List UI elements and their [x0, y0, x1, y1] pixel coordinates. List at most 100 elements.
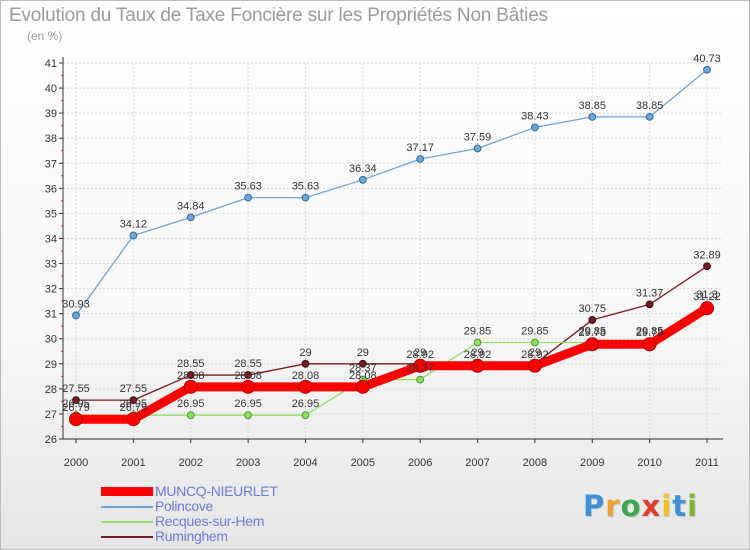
x-tick-label-2003: 2003: [236, 457, 260, 469]
series-lines: [71, 69, 712, 424]
point-polincove-2009: [588, 112, 597, 121]
y-tick-label-32: 32: [45, 284, 57, 296]
point-muncq-nieurlet-2000: [69, 412, 83, 427]
data-label-muncq-nieurlet-2007: 28.92: [464, 349, 492, 361]
point-ruminghem-2000: [72, 396, 80, 405]
data-label-recques-sur-hem-2003: 26.95: [234, 398, 262, 410]
grid-lines: [63, 62, 723, 440]
y-axis-unit-label: (en %): [27, 29, 63, 43]
y-tick-label-27: 27: [45, 409, 57, 421]
point-muncq-nieurlet-2004: [298, 379, 313, 394]
legend-label-polincove: Polincove: [155, 498, 214, 514]
point-ruminghem-2001: [129, 396, 138, 405]
data-label-polincove-2008: 38.43: [521, 110, 549, 122]
point-recques-sur-hem-2006: [416, 375, 425, 384]
y-tick-label-37: 37: [45, 158, 57, 170]
point-muncq-nieurlet-2003: [241, 379, 256, 394]
point-muncq-nieurlet-2007: [470, 358, 485, 373]
data-label-muncq-nieurlet-2004: 28.08: [292, 370, 320, 382]
data-label-polincove-2005: 36.34: [349, 163, 377, 175]
point-muncq-nieurlet-2002: [183, 379, 198, 394]
x-tick-label-2007: 2007: [465, 457, 489, 469]
point-polincove-2002: [186, 213, 195, 222]
y-tick-label-35: 35: [45, 208, 57, 220]
data-label-recques-sur-hem-2009: 29.85: [579, 325, 607, 337]
data-label-ruminghem-2002: 28.55: [177, 358, 205, 370]
data-label-polincove-2009: 38.85: [579, 100, 607, 112]
x-tick-label-2010: 2010: [637, 457, 661, 469]
data-label-recques-sur-hem-2010: 29.85: [636, 325, 664, 337]
x-tick-label-2005: 2005: [351, 457, 375, 469]
data-label-ruminghem-2010: 31.37: [636, 287, 664, 299]
data-label-polincove-2007: 37.59: [464, 131, 492, 143]
legend-label-ruminghem: Ruminghem: [155, 528, 228, 544]
data-label-polincove-2000: 30.93: [62, 298, 90, 310]
data-label-ruminghem-2009: 30.75: [579, 303, 607, 315]
legend-swatch-ruminghem: [101, 536, 153, 538]
legend-swatch-muncq-nieurlet: [101, 487, 153, 496]
x-tick-label-2006: 2006: [408, 457, 432, 469]
y-tick-label-31: 31: [45, 309, 57, 321]
data-label-muncq-nieurlet-2001: 26.79: [120, 402, 148, 414]
point-recques-sur-hem-2008: [531, 338, 539, 347]
x-tick-label-2002: 2002: [178, 457, 202, 469]
data-label-muncq-nieurlet-2002: 28.08: [177, 370, 205, 382]
data-label-muncq-nieurlet-2011: 31.22: [693, 291, 721, 303]
data-label-muncq-nieurlet-2010: 29.78: [636, 327, 664, 339]
proxiti-logo-letter: P: [583, 489, 606, 523]
series-line-muncq-nieurlet: [71, 303, 712, 424]
y-tick-label-30: 30: [45, 334, 57, 346]
data-label-polincove-2002: 34.84: [177, 200, 205, 212]
data-labels: 26.79 26.79 28.08 28.08 28.08 28.08 28.92 28.92…: [62, 53, 721, 414]
proxiti-logo-letter: i: [687, 489, 699, 523]
data-label-recques-sur-hem-2008: 29.85: [521, 325, 549, 337]
data-label-recques-sur-hem-2006: 28.37: [406, 363, 434, 375]
data-label-polincove-2011: 40.73: [693, 53, 721, 65]
y-tick-label-26: 26: [45, 434, 57, 446]
data-label-ruminghem-2000: 27.55: [62, 383, 90, 395]
proxiti-logo: Proxiti: [583, 489, 698, 523]
data-label-recques-sur-hem-2002: 26.95: [177, 398, 205, 410]
data-label-ruminghem-2011: 32.89: [693, 249, 721, 261]
point-muncq-nieurlet-2005: [355, 379, 370, 394]
point-ruminghem-2002: [186, 371, 195, 379]
point-muncq-nieurlet-2006: [413, 358, 428, 373]
data-label-polincove-2006: 37.17: [406, 142, 434, 154]
point-recques-sur-hem-2004: [301, 411, 310, 420]
y-tick-label-40: 40: [45, 83, 57, 95]
chart-title: Evolution du Taux de Taxe Foncière sur l…: [9, 5, 548, 26]
point-ruminghem-2005: [358, 359, 367, 368]
data-label-muncq-nieurlet-2006: 28.92: [406, 349, 434, 361]
y-tick-label-33: 33: [45, 259, 57, 271]
proxiti-logo-letter: t: [672, 489, 688, 523]
point-recques-sur-hem-2007: [473, 338, 482, 347]
legend-label-muncq-nieurlet: MUNCQ-NIEURLET: [155, 483, 278, 499]
point-recques-sur-hem-2002: [186, 411, 195, 420]
data-label-ruminghem-2001: 27.55: [120, 383, 148, 395]
point-ruminghem-2009: [588, 316, 597, 324]
data-label-recques-sur-hem-2001: 26.95: [120, 398, 148, 410]
point-polincove-2006: [416, 155, 425, 163]
point-muncq-nieurlet-2010: [642, 337, 657, 352]
point-polincove-2011: [703, 65, 711, 74]
y-tick-label-39: 39: [45, 108, 57, 120]
data-label-muncq-nieurlet-2008: 28.92: [521, 349, 549, 361]
point-muncq-nieurlet-2001: [126, 412, 141, 427]
y-tick-label-28: 28: [45, 384, 57, 396]
x-tick-label-2011: 2011: [695, 457, 719, 469]
y-tick-label-34: 34: [45, 233, 57, 245]
data-label-ruminghem-2007: 29: [471, 347, 483, 359]
x-tick-label-2001: 2001: [121, 457, 145, 469]
axes: 26 27 28 29 30 31 32 33 34 35 36 37 38 39 40 41 2000 2001…: [45, 57, 723, 469]
point-polincove-2005: [358, 175, 367, 184]
y-tick-label-38: 38: [45, 133, 57, 145]
x-tick-label-2009: 2009: [580, 457, 604, 469]
data-label-ruminghem-2003: 28.55: [234, 358, 262, 370]
legend-label-recques-sur-hem: Recques-sur-Hem: [155, 513, 265, 529]
data-label-polincove-2001: 34.12: [120, 218, 148, 230]
x-tick-label-2000: 2000: [64, 457, 88, 469]
data-label-polincove-2003: 35.63: [234, 181, 262, 193]
data-label-recques-sur-hem-2000: 26.95: [62, 398, 90, 410]
data-label-muncq-nieurlet-2005: 28.08: [349, 370, 377, 382]
